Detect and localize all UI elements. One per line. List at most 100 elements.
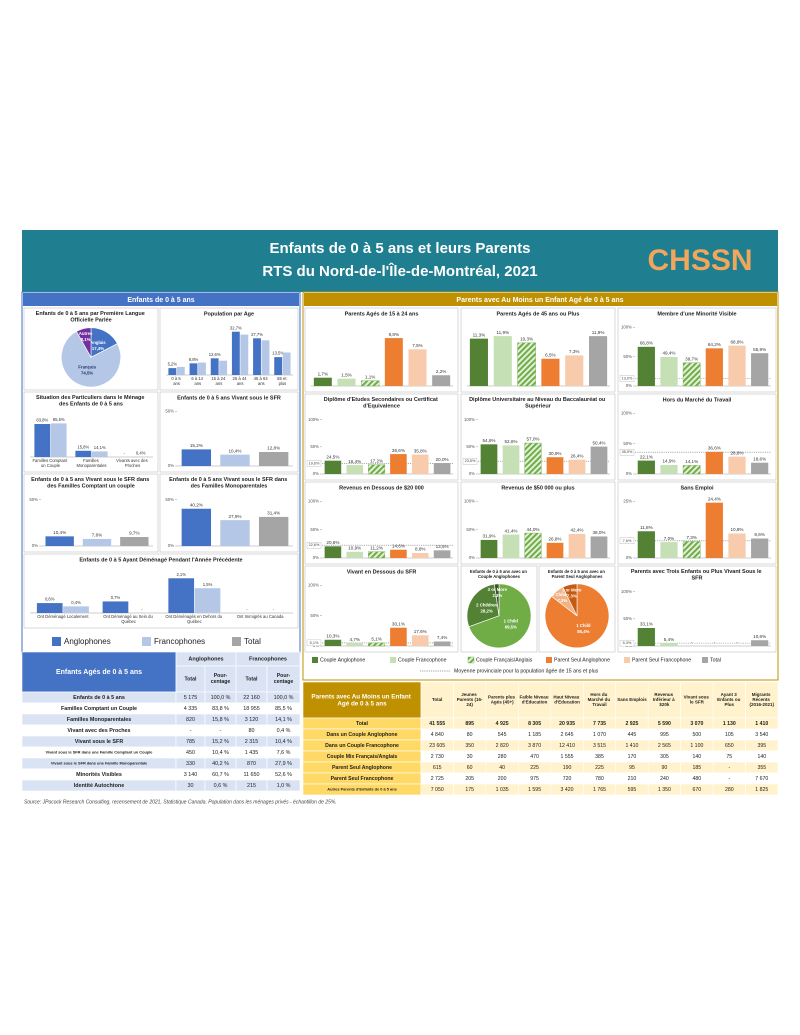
bar [346, 643, 364, 646]
table-cell-text: 80 [467, 732, 473, 738]
average-label-box [306, 460, 322, 467]
y-tick-label: 50% [310, 613, 319, 618]
text-line: ans [173, 381, 180, 386]
chart-box [304, 565, 459, 653]
average-label-box [306, 542, 322, 549]
value-label: - [714, 640, 716, 645]
table-cell-text: 1 765 [593, 787, 606, 793]
bar [198, 362, 206, 375]
text-line: 15 à 24 [211, 376, 226, 381]
chart-title: Parents Agés de 45 ans ou Plus [497, 311, 580, 317]
table-cell-text: 895 [465, 721, 474, 727]
chart-title: Enfants de 0 à 5 ans avec un Couple Angl… [470, 569, 528, 579]
bar [368, 464, 386, 475]
table-row-label: Vivant sous le SFR dans une Famille Comp… [46, 750, 154, 755]
bar [493, 336, 512, 386]
table-cell-text: 4 840 [431, 732, 444, 738]
bar [705, 348, 723, 386]
table-cell-text: - [728, 776, 730, 782]
value-label: 41,4% [504, 528, 517, 533]
value-label: 44,0% [526, 527, 539, 532]
bar [168, 578, 195, 613]
value-label: 5,4% [664, 637, 674, 642]
legend-label: Total [244, 637, 261, 646]
text-line: 25 à 44 [233, 376, 248, 381]
value-label: 50,4% [592, 440, 605, 445]
value-label: 7,0% [664, 536, 674, 541]
table-row-label: Vivant sous le SFR dans une Famille Mono… [51, 761, 148, 766]
bar [705, 451, 723, 474]
value-label: - [124, 451, 126, 456]
pie-slice [562, 583, 578, 616]
chart-box [159, 307, 299, 391]
text-line: $20k [659, 702, 670, 707]
value-label: 10,6% [753, 634, 766, 639]
chart-title: Enfants de 0 à 5 ans par Première Langue… [36, 311, 147, 323]
table-cell-text: - [728, 765, 730, 771]
text-line: Marché du [588, 697, 612, 702]
bar [502, 445, 520, 474]
bar [502, 534, 520, 558]
text-line: 0 à 5 [171, 376, 181, 381]
average-label-box [619, 639, 635, 647]
table-cell-text: 2 730 [431, 754, 444, 760]
legend-label: Moyenne provinciale pour la population â… [454, 668, 599, 674]
bar [660, 643, 678, 646]
value-label: 11,8% [640, 525, 653, 530]
table-cell-text: 595 [628, 787, 637, 793]
table-header-cell [420, 681, 454, 719]
text-line: Plus [725, 702, 735, 707]
value-label: 9,8% [389, 332, 399, 337]
table-cell-text: 1 410 [625, 743, 638, 749]
average-label: 5,1% [310, 641, 319, 645]
text-line: des Familles Comptant un couple [47, 484, 135, 490]
value-label: 10,9% [348, 546, 361, 551]
table-cell-text: 175 [465, 787, 474, 793]
text-line: d'Equivalence [363, 404, 400, 410]
bar [324, 639, 342, 646]
slice-label: 2 Children [476, 603, 497, 608]
x-tick-label: Ont Déménagé au Sein du Québec [103, 614, 154, 624]
table-cell-text: 140 [693, 754, 702, 760]
table-cell-text: 1 825 [755, 787, 768, 793]
value-label: 55,9% [753, 347, 766, 352]
table-cell-text: 355 [757, 765, 766, 771]
value-label: 15,8% [77, 444, 89, 449]
bar [176, 366, 185, 375]
text-line: Supérieur [525, 404, 552, 410]
table-cell-text: 225 [595, 765, 604, 771]
bar [411, 635, 429, 646]
value-label: 26,4% [570, 453, 583, 458]
x-tick-label: Familles Comptant un Couple [32, 458, 68, 468]
text-line: Familles Comptant [32, 458, 68, 463]
bar [240, 334, 249, 375]
bar [189, 363, 198, 375]
table-cell-text: 7 670 [755, 776, 768, 782]
section-title: Parents avec Au Moins un Enfant Agé de 0… [456, 297, 623, 304]
value-label: 57,0% [526, 437, 539, 442]
text-line: Travail [592, 702, 606, 707]
bar [120, 537, 149, 546]
table-cell-text: - [220, 728, 222, 734]
table-cell-text: 1 070 [593, 732, 606, 738]
legend-swatch [390, 657, 396, 663]
text-line: Ont Déménagés en Dehors du [165, 614, 223, 619]
table-row-label: Autres Parents d'Enfants de 0 à 5 ans [327, 787, 396, 792]
bar [590, 446, 608, 474]
slice-label: 1 Child [576, 623, 591, 628]
table-cell [266, 779, 301, 792]
bar [231, 331, 240, 375]
value-label: - [691, 640, 693, 645]
chart-title: Enfants de 0 à 5 ans Vivant sous le SFR [177, 395, 281, 401]
table-cell-text: 11 650 [243, 772, 259, 778]
legend-swatch [52, 637, 61, 646]
page-title: Enfants de 0 à 5 ans et leurs Parents [270, 240, 531, 257]
value-label: 13,5% [272, 351, 284, 356]
table-cell-text: 100,0 % [274, 695, 294, 701]
average-label-box [619, 537, 635, 544]
value-label: 39,7% [685, 356, 698, 361]
bar [210, 358, 219, 375]
text-line: d'Education [522, 700, 548, 705]
text-line: plus [279, 381, 287, 386]
text-line: 24) [466, 702, 473, 707]
